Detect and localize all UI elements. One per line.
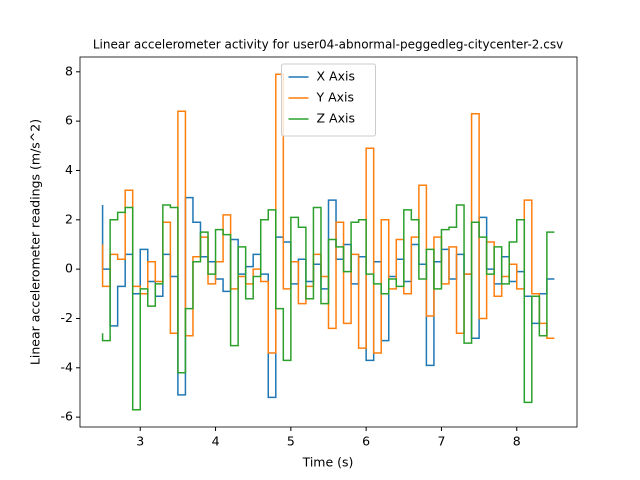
x-tick-label: 7	[437, 434, 445, 449]
plot-frame	[79, 56, 578, 428]
chart-title: Linear accelerometer activity for user04…	[93, 38, 563, 52]
y-tick-label: 8	[65, 63, 73, 78]
x-tick-label: 5	[287, 434, 295, 449]
x-tick-label: 6	[362, 434, 370, 449]
series-line	[101, 204, 555, 411]
y-tick-label: -4	[61, 359, 74, 374]
legend-label: Z Axis	[317, 111, 355, 126]
y-tick-label: 4	[65, 162, 73, 177]
x-tick-label: 4	[212, 434, 220, 449]
y-tick-label: 2	[65, 211, 73, 226]
y-tick-label: 0	[65, 261, 73, 276]
legend-box	[281, 63, 376, 137]
x-axis-label: Time (s)	[302, 455, 354, 470]
x-tick-label: 8	[513, 434, 521, 449]
legend-label: Y Axis	[316, 90, 355, 105]
x-tick-label: 3	[136, 434, 144, 449]
y-tick-label: -6	[61, 409, 74, 424]
y-tick-label: -2	[61, 310, 73, 325]
legend-label: X Axis	[317, 69, 355, 84]
y-axis-label: Linear accelerometer readings (m/s^2)	[28, 119, 43, 365]
y-tick-label: 6	[65, 113, 73, 128]
